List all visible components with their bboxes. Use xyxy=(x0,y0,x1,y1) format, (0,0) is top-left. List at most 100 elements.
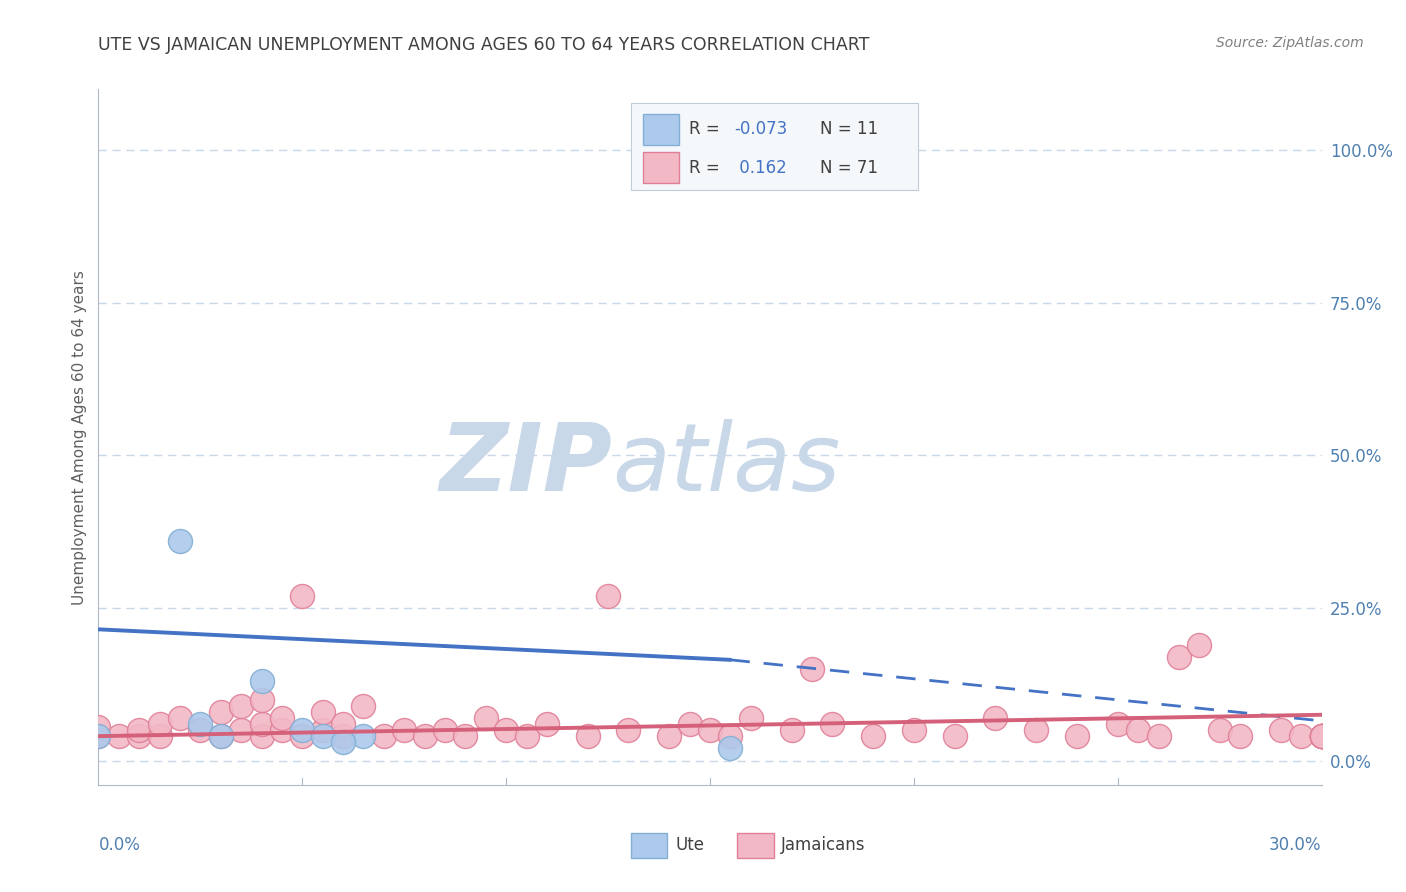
Point xyxy=(149,729,172,743)
Point xyxy=(188,723,212,737)
Point xyxy=(209,729,232,743)
Point xyxy=(984,711,1007,725)
Point xyxy=(1167,649,1189,664)
Point xyxy=(352,698,374,713)
Point xyxy=(312,723,335,737)
Point xyxy=(598,589,620,603)
Point xyxy=(1229,729,1251,743)
Point xyxy=(1209,723,1232,737)
Point xyxy=(1291,729,1313,743)
Point xyxy=(434,723,457,737)
Point xyxy=(1310,729,1333,743)
Point xyxy=(617,723,640,737)
Point xyxy=(740,711,762,725)
Text: R =: R = xyxy=(689,120,725,138)
Point xyxy=(1310,729,1333,743)
Point xyxy=(720,729,742,743)
Point xyxy=(332,729,354,743)
Point xyxy=(699,723,721,737)
FancyBboxPatch shape xyxy=(643,113,679,145)
Text: 30.0%: 30.0% xyxy=(1270,837,1322,855)
Text: atlas: atlas xyxy=(612,419,841,510)
Point xyxy=(169,533,191,548)
Point xyxy=(862,729,884,743)
Point xyxy=(209,705,232,719)
Point xyxy=(108,729,131,743)
FancyBboxPatch shape xyxy=(630,103,918,190)
Text: N = 11: N = 11 xyxy=(820,120,879,138)
Point xyxy=(1188,638,1211,652)
Point xyxy=(1310,729,1333,743)
Point xyxy=(474,711,498,725)
Point xyxy=(312,705,335,719)
Point xyxy=(1310,729,1333,743)
Point xyxy=(1310,729,1333,743)
Text: 0.0%: 0.0% xyxy=(98,837,141,855)
Point xyxy=(250,674,273,689)
Point xyxy=(780,723,803,737)
FancyBboxPatch shape xyxy=(737,833,773,858)
Point xyxy=(87,729,110,743)
Point xyxy=(332,717,354,731)
Point xyxy=(128,729,150,743)
Point xyxy=(332,735,354,749)
Point xyxy=(720,741,742,756)
Text: Source: ZipAtlas.com: Source: ZipAtlas.com xyxy=(1216,36,1364,50)
Point xyxy=(1310,729,1333,743)
Point xyxy=(454,729,477,743)
Point xyxy=(1310,729,1333,743)
Text: UTE VS JAMAICAN UNEMPLOYMENT AMONG AGES 60 TO 64 YEARS CORRELATION CHART: UTE VS JAMAICAN UNEMPLOYMENT AMONG AGES … xyxy=(98,36,870,54)
Point xyxy=(413,729,436,743)
Point xyxy=(270,723,294,737)
Point xyxy=(576,729,599,743)
Point xyxy=(149,717,172,731)
Point xyxy=(1270,723,1292,737)
FancyBboxPatch shape xyxy=(630,833,668,858)
Point xyxy=(231,698,253,713)
Point xyxy=(209,729,232,743)
Point xyxy=(1147,729,1170,743)
Text: -0.073: -0.073 xyxy=(734,120,787,138)
Y-axis label: Unemployment Among Ages 60 to 64 years: Unemployment Among Ages 60 to 64 years xyxy=(72,269,87,605)
Point xyxy=(291,589,314,603)
Point xyxy=(658,729,681,743)
Point xyxy=(943,729,966,743)
Point xyxy=(270,711,294,725)
Point xyxy=(231,723,253,737)
Point xyxy=(128,723,150,737)
Point xyxy=(536,717,558,731)
Text: Ute: Ute xyxy=(676,837,704,855)
Point xyxy=(87,729,110,743)
Point xyxy=(801,662,824,676)
Point xyxy=(821,717,844,731)
Point xyxy=(352,729,374,743)
Point xyxy=(291,729,314,743)
Point xyxy=(516,729,538,743)
Point xyxy=(291,723,314,737)
Text: N = 71: N = 71 xyxy=(820,159,879,177)
Point xyxy=(250,717,273,731)
Text: Jamaicans: Jamaicans xyxy=(780,837,866,855)
Text: 0.162: 0.162 xyxy=(734,159,787,177)
Point xyxy=(188,717,212,731)
Point xyxy=(250,692,273,706)
Point xyxy=(1107,717,1129,731)
Point xyxy=(87,720,110,734)
Point xyxy=(1025,723,1047,737)
Point xyxy=(250,729,273,743)
Point xyxy=(658,161,681,176)
Point xyxy=(392,723,416,737)
Point xyxy=(169,711,191,725)
Point xyxy=(903,723,925,737)
Point xyxy=(1066,729,1088,743)
Text: R =: R = xyxy=(689,159,725,177)
Point xyxy=(495,723,517,737)
FancyBboxPatch shape xyxy=(643,152,679,183)
Point xyxy=(1310,729,1333,743)
Point xyxy=(1128,723,1150,737)
Point xyxy=(1310,729,1333,743)
Point xyxy=(679,717,702,731)
Point xyxy=(373,729,395,743)
Point xyxy=(312,729,335,743)
Text: ZIP: ZIP xyxy=(439,419,612,511)
